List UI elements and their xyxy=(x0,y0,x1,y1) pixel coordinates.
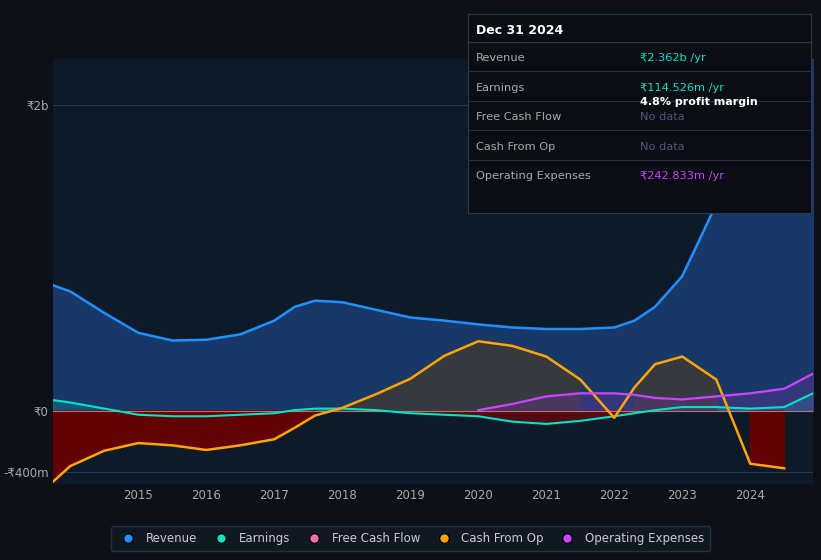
Text: 4.8% profit margin: 4.8% profit margin xyxy=(640,97,758,107)
Text: No data: No data xyxy=(640,142,685,152)
Text: ₹2.362b /yr: ₹2.362b /yr xyxy=(640,53,706,63)
Text: No data: No data xyxy=(640,112,685,122)
Legend: Revenue, Earnings, Free Cash Flow, Cash From Op, Operating Expenses: Revenue, Earnings, Free Cash Flow, Cash … xyxy=(111,526,710,551)
Text: Free Cash Flow: Free Cash Flow xyxy=(476,112,562,122)
Text: ₹114.526m /yr: ₹114.526m /yr xyxy=(640,83,724,92)
Text: Operating Expenses: Operating Expenses xyxy=(476,171,591,181)
Text: Earnings: Earnings xyxy=(476,83,525,92)
Text: Revenue: Revenue xyxy=(476,53,525,63)
Text: ₹242.833m /yr: ₹242.833m /yr xyxy=(640,171,724,181)
Text: Cash From Op: Cash From Op xyxy=(476,142,556,152)
Text: Dec 31 2024: Dec 31 2024 xyxy=(476,24,563,38)
